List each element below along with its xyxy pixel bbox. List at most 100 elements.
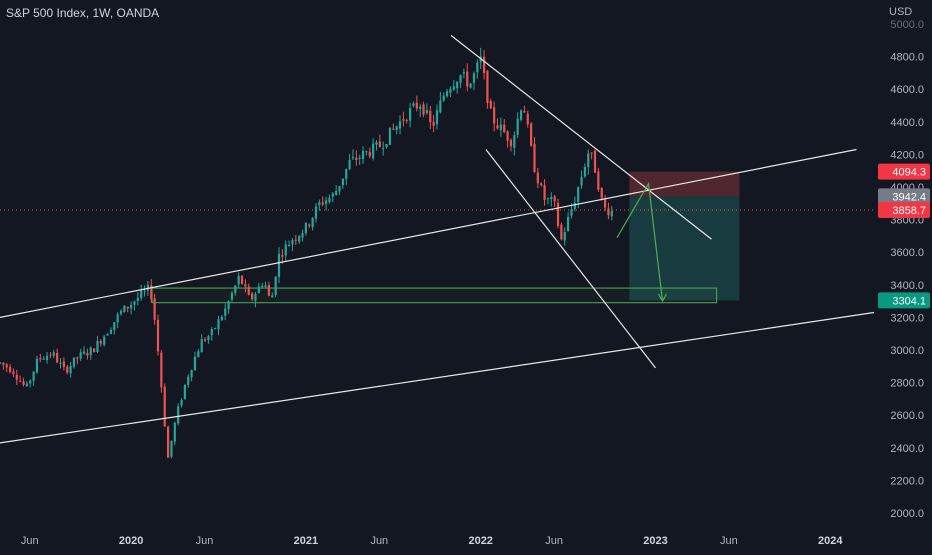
candle-body (486, 70, 489, 104)
candle-body (345, 168, 348, 179)
candle-body (254, 294, 257, 301)
candle-body (66, 366, 69, 373)
candle-body (136, 297, 139, 302)
candle-body (503, 124, 506, 133)
candle-body (103, 336, 106, 345)
candle-body (409, 107, 412, 121)
candle-body (405, 119, 408, 121)
candle (224, 303, 227, 321)
candle (563, 227, 566, 246)
candle (526, 110, 529, 128)
candle (335, 185, 338, 196)
candle (0, 361, 2, 365)
candles-layer (0, 47, 613, 459)
candle (590, 152, 593, 160)
candle (402, 111, 405, 127)
entry-price-badge: 3942.4 (878, 188, 930, 205)
price-badge-box (878, 163, 930, 180)
candle (469, 82, 472, 89)
candle-body (15, 375, 18, 380)
candle (133, 300, 136, 311)
candle (15, 369, 18, 386)
candle (271, 292, 274, 298)
candle (234, 284, 237, 296)
candle (382, 141, 385, 156)
x-tick-label: 2020 (119, 535, 143, 547)
y-tick-label: 4200.0 (890, 149, 924, 161)
candle (200, 334, 203, 353)
candle (553, 194, 556, 208)
candle (227, 300, 230, 314)
candle-body (140, 290, 143, 299)
candle-body (2, 362, 5, 365)
candle-body (224, 308, 227, 316)
candle-body (355, 157, 358, 161)
candle (251, 291, 254, 301)
candle-body (72, 357, 76, 367)
candle-body (150, 285, 153, 299)
candle-body (200, 339, 203, 353)
candle-body (304, 222, 307, 234)
candle (113, 322, 116, 335)
candle (459, 74, 462, 89)
candle (587, 149, 590, 175)
candle-body (600, 187, 603, 199)
candle (351, 149, 355, 161)
y-tick-label: 3600.0 (890, 247, 924, 259)
candle-body (372, 143, 375, 159)
candle (166, 425, 170, 458)
candle (543, 179, 546, 206)
candle-body (62, 361, 65, 367)
x-tick-label: 2022 (468, 535, 492, 547)
candle-body (422, 104, 425, 115)
candle (304, 222, 307, 236)
candle (12, 368, 15, 377)
candle-body (264, 285, 267, 287)
price-badge-box (878, 202, 930, 219)
candle (355, 150, 358, 166)
candle-body (429, 110, 432, 123)
candle-body (130, 304, 133, 309)
candle (435, 104, 439, 130)
candle (392, 123, 395, 131)
candle-body (12, 371, 15, 375)
candle (281, 249, 284, 264)
candle-body (76, 357, 79, 359)
candle-body (439, 100, 442, 113)
candle-body (220, 316, 223, 321)
candle (445, 88, 449, 98)
candle (183, 384, 186, 400)
candle (153, 293, 156, 325)
candle-body (281, 255, 284, 257)
candle (442, 92, 445, 102)
price-badge-box (878, 292, 930, 309)
candle (116, 312, 119, 329)
candle (610, 205, 613, 221)
candle-body (89, 347, 92, 356)
candle-body (506, 131, 509, 141)
candle (429, 105, 432, 130)
candle-body (368, 151, 371, 157)
price-badge-text: 4094.3 (892, 167, 926, 179)
candle-body (593, 150, 597, 173)
candle-body (425, 109, 429, 114)
y-tick-label: 2800.0 (890, 378, 924, 390)
x-tick-label: Jun (370, 535, 388, 547)
candle (277, 247, 281, 283)
candle (35, 355, 39, 374)
currency-label: USD (889, 6, 913, 18)
x-tick-label: Jun (545, 535, 563, 547)
candle-body (543, 185, 546, 200)
y-tick-label: 3200.0 (890, 312, 924, 324)
candle-body (496, 125, 499, 129)
candle-body (553, 196, 556, 202)
candle-body (19, 380, 22, 382)
candle (466, 63, 469, 92)
candle-body (556, 203, 560, 226)
candle-body (0, 362, 2, 364)
candle-body (466, 71, 469, 87)
candle-body (587, 153, 590, 168)
price-badge-text: 3304.1 (892, 295, 926, 307)
